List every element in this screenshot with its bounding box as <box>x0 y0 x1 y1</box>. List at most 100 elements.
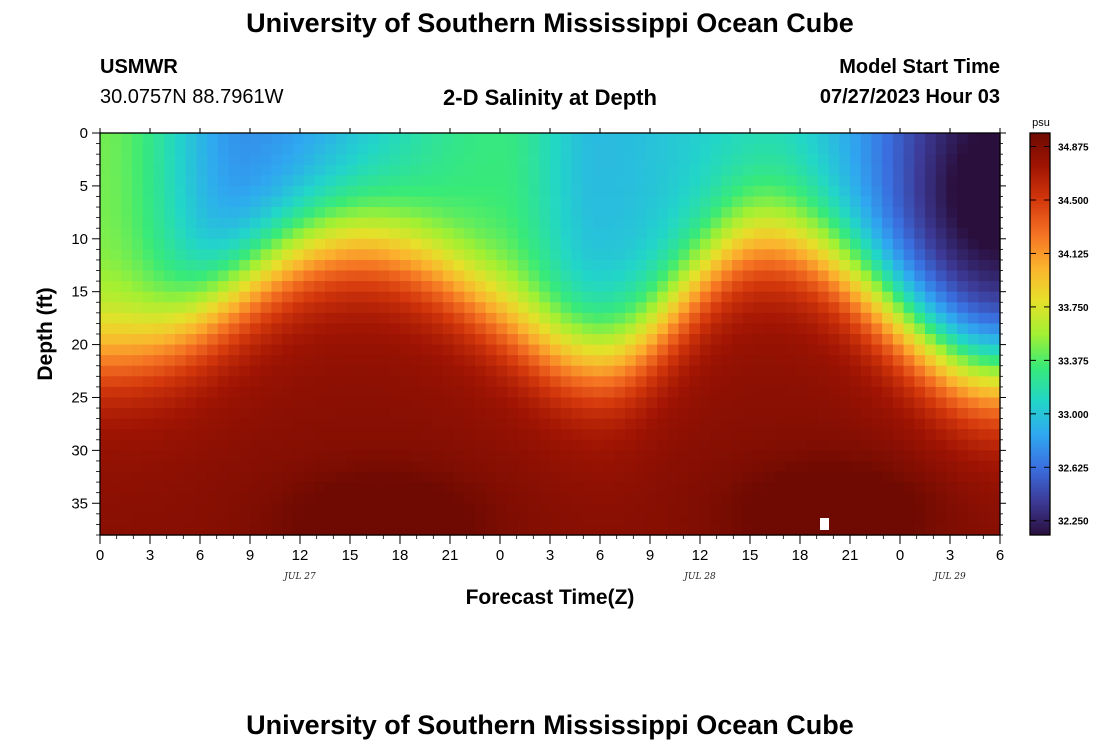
heatmap-cell <box>132 513 144 526</box>
heatmap-cell <box>100 143 112 155</box>
heatmap-cell <box>839 386 851 399</box>
heatmap-cell <box>464 418 476 430</box>
heatmap-cell <box>753 334 765 346</box>
heatmap-cell <box>775 143 787 155</box>
heatmap-cell <box>453 196 465 208</box>
heatmap-cell <box>528 217 540 229</box>
heatmap-cell <box>335 228 348 240</box>
heatmap-cell <box>571 312 583 325</box>
heatmap-cell <box>775 281 787 293</box>
heatmap-cell <box>410 450 423 462</box>
heatmap-cell <box>732 365 744 377</box>
heatmap-cell <box>871 376 883 388</box>
heatmap-cell <box>442 143 455 155</box>
heatmap-cell <box>121 471 133 483</box>
heatmap-cell <box>185 207 198 219</box>
heatmap-cell <box>346 133 358 145</box>
heatmap-cell <box>292 175 305 187</box>
heatmap-cell <box>153 418 165 430</box>
heatmap-cell <box>314 418 326 430</box>
heatmap-cell <box>732 312 744 325</box>
heatmap-cell <box>625 217 637 229</box>
heatmap-cell <box>582 450 594 462</box>
heatmap-cell <box>914 418 926 430</box>
heatmap-cell <box>957 482 969 494</box>
heatmap-cell <box>153 397 165 409</box>
heatmap-cell <box>142 323 155 335</box>
heatmap-cell <box>357 196 369 208</box>
heatmap-cell <box>582 302 594 314</box>
heatmap-cell <box>100 238 112 250</box>
heatmap-cell <box>614 164 626 176</box>
heatmap-cell <box>550 196 562 208</box>
heatmap-cell <box>507 323 519 335</box>
heatmap-cell <box>678 450 690 462</box>
heatmap-cell <box>303 185 315 198</box>
heatmap-cell <box>914 154 926 166</box>
heatmap-cell <box>442 228 455 240</box>
heatmap-cell <box>314 323 326 335</box>
heatmap-cell <box>175 429 187 441</box>
heatmap-cell <box>925 302 937 314</box>
heatmap-cell <box>860 524 873 536</box>
heatmap-cell <box>357 175 369 187</box>
heatmap-cell <box>614 196 626 208</box>
heatmap-cell <box>346 196 358 208</box>
heatmap-cell <box>292 408 305 420</box>
heatmap-cell <box>678 524 690 536</box>
heatmap-cell <box>657 355 669 367</box>
heatmap-cell <box>410 175 423 187</box>
heatmap-cell <box>207 133 219 145</box>
heatmap-cell <box>657 133 669 145</box>
heatmap-cell <box>689 471 701 483</box>
heatmap-cell <box>571 281 583 293</box>
heatmap-cell <box>325 207 337 219</box>
heatmap-cell <box>239 386 251 399</box>
heatmap-cell <box>742 217 755 229</box>
heatmap-cell <box>442 312 455 325</box>
heatmap-cell <box>282 524 294 536</box>
heatmap-cell <box>389 302 401 314</box>
heatmap-cell <box>464 429 476 441</box>
heatmap-cell <box>582 228 594 240</box>
heatmap-cell <box>882 334 894 346</box>
heatmap-cell <box>496 418 508 430</box>
heatmap-cell <box>882 207 894 219</box>
heatmap-cell <box>925 238 937 250</box>
heatmap-cell <box>475 133 487 145</box>
heatmap-cell <box>871 164 883 176</box>
heatmap-cell <box>282 323 294 335</box>
heatmap-cell <box>903 355 915 367</box>
heatmap-cell <box>764 450 776 462</box>
heatmap-cell <box>400 355 412 367</box>
heatmap-cell <box>967 143 980 155</box>
heatmap-cell <box>110 492 123 504</box>
heatmap-cell <box>346 334 358 346</box>
heatmap-cell <box>110 143 123 155</box>
heatmap-cell <box>239 217 251 229</box>
heatmap-cell <box>582 143 594 155</box>
heatmap-cell <box>925 270 937 282</box>
heatmap-cell <box>110 450 123 462</box>
heatmap-cell <box>528 439 540 451</box>
heatmap-cell <box>817 450 830 462</box>
heatmap-cell <box>935 228 948 240</box>
heatmap-cell <box>839 429 851 441</box>
heatmap-cell <box>303 217 315 229</box>
heatmap-cell <box>839 291 851 303</box>
heatmap-cell <box>335 355 348 367</box>
heatmap-cell <box>721 291 733 303</box>
heatmap-cell <box>817 228 830 240</box>
heatmap-cell <box>314 281 326 293</box>
heatmap-cell <box>614 302 626 314</box>
heatmap-cell <box>346 281 358 293</box>
heatmap-cell <box>721 164 733 176</box>
heatmap-cell <box>721 323 733 335</box>
heatmap-cell <box>271 355 283 367</box>
heatmap-cell <box>796 164 808 176</box>
heatmap-cell <box>142 376 155 388</box>
heatmap-cell <box>539 259 551 272</box>
heatmap-cell <box>175 207 187 219</box>
heatmap-cell <box>603 355 615 367</box>
heatmap-cell <box>571 355 583 367</box>
